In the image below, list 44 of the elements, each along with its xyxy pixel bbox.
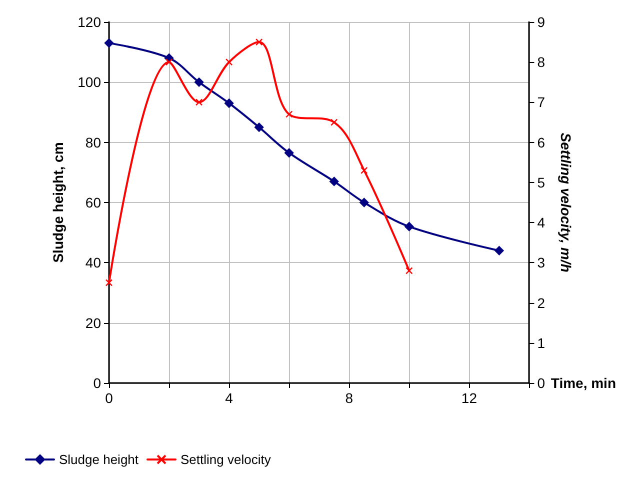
point <box>284 148 294 158</box>
point <box>360 166 368 174</box>
point <box>104 38 114 48</box>
y2-tick-label: 5 <box>537 174 546 190</box>
point <box>254 122 264 132</box>
y2-tick-label: 8 <box>537 54 546 70</box>
y2-tick-label: 9 <box>537 14 546 30</box>
point <box>330 118 338 126</box>
y-tick-label: 60 <box>85 194 102 210</box>
y2-tick-label: 7 <box>537 94 546 110</box>
x-tick-label: 12 <box>461 390 478 406</box>
point <box>404 222 414 232</box>
y2-tick-label: 6 <box>537 134 546 150</box>
y-tick-label: 40 <box>85 254 102 271</box>
point <box>195 98 203 106</box>
point <box>224 98 234 108</box>
x-tick-label: 8 <box>345 390 354 406</box>
point <box>360 198 369 208</box>
x-axis-title: Time, min <box>550 375 616 391</box>
y-axis-title: Sludge height, cm <box>50 142 66 263</box>
point <box>406 267 413 274</box>
point <box>105 279 113 286</box>
y2-tick-label: 4 <box>537 214 546 231</box>
y2-tick-label: 2 <box>537 294 546 311</box>
point <box>225 58 233 66</box>
x-tick-label: 4 <box>225 390 234 406</box>
point <box>494 246 504 256</box>
y-tick-label: 120 <box>78 14 102 30</box>
x-tick-label: 0 <box>105 390 114 406</box>
y2-tick-label: 1 <box>537 334 546 351</box>
y-tick-label: 20 <box>85 314 102 331</box>
point <box>330 176 339 186</box>
legend-label: Settling velocity <box>180 452 272 467</box>
y-tick-label: 0 <box>93 375 102 391</box>
point <box>255 38 263 46</box>
point <box>165 58 173 66</box>
y-tick-label: 80 <box>85 134 102 150</box>
y2-tick-label: 3 <box>537 254 546 271</box>
y2-tick-label: 0 <box>537 375 546 391</box>
y-tick-label: 100 <box>78 74 102 90</box>
y2-axis-title: Settling velocity, m/h <box>558 132 574 272</box>
point <box>285 110 293 118</box>
point <box>194 78 204 87</box>
legend-label: Sludge height <box>59 452 139 467</box>
